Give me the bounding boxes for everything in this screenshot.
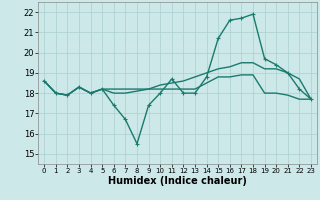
X-axis label: Humidex (Indice chaleur): Humidex (Indice chaleur) [108,176,247,186]
